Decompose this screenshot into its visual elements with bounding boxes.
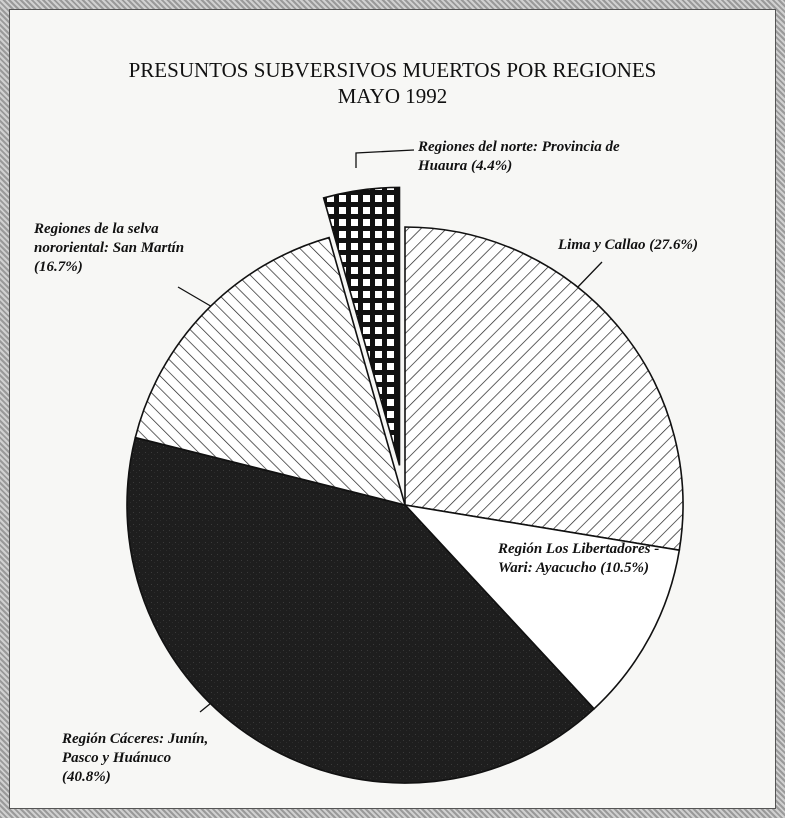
value-label: (40.8%)	[62, 769, 111, 785]
category-name: Regiones del norte: Provincia de Huaura	[418, 139, 620, 174]
slice-label: Lima y Callao (27.6%)	[558, 236, 768, 255]
value-label: (27.6%)	[649, 237, 698, 253]
category-name: Lima y Callao	[558, 237, 646, 253]
pie-slice	[322, 186, 401, 466]
value-label: (10.5%)	[600, 560, 649, 576]
pie-slice	[134, 236, 407, 507]
pie-slice	[402, 503, 681, 710]
leader-line	[177, 286, 215, 309]
pie-slice	[126, 436, 596, 784]
value-label: (16.7%)	[34, 259, 83, 275]
category-name: Región Cáceres: Junín, Pasco y Huánuco	[62, 731, 209, 766]
pie	[126, 186, 684, 784]
slice-label: Región Cáceres: Junín, Pasco y Huánuco (…	[62, 730, 222, 787]
slice-label: Regiones de la selva nororiental: San Ma…	[34, 220, 204, 277]
slice-label: Regiones del norte: Provincia de Huaura …	[418, 138, 633, 176]
value-label: (4.4%)	[470, 158, 513, 174]
leader-line	[355, 149, 415, 168]
slice-label: Región Los Libertadores - Wari: Ayacucho…	[498, 540, 668, 578]
chart-subtitle: MAYO 1992	[337, 84, 448, 108]
chart-title: PRESUNTOS SUBVERSIVOS MUERTOS POR REGION…	[128, 58, 657, 82]
pie-slice	[404, 226, 684, 552]
category-name: Regiones de la selva nororiental: San Ma…	[34, 221, 185, 256]
category-name: Región Los Libertadores - Wari: Ayacucho	[498, 541, 660, 576]
